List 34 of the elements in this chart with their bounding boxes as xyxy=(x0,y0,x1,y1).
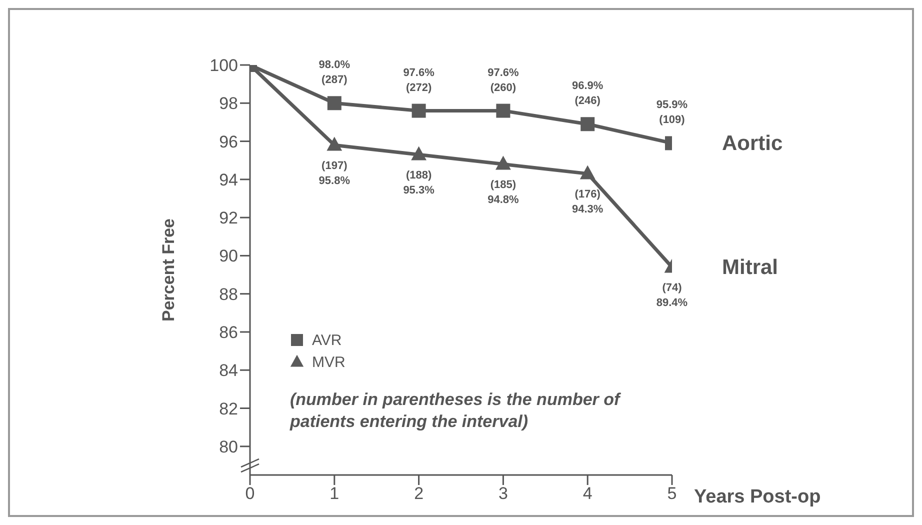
y-tick-label: 84 xyxy=(219,361,238,380)
y-tick-label: 82 xyxy=(219,399,238,418)
x-tick-label: 1 xyxy=(330,484,340,504)
data-label: (197) 95.8% xyxy=(318,160,350,188)
y-tick-label: 92 xyxy=(219,208,238,228)
y-tick-label: 86 xyxy=(219,323,238,342)
data-label: 97.6% (260) xyxy=(488,66,520,94)
data-label: (74) 89.4% xyxy=(656,282,688,310)
y-axis-title: Percent Free xyxy=(159,218,178,322)
data-label: (188) 95.3% xyxy=(403,170,435,197)
data-label: (185) 94.8% xyxy=(488,179,520,206)
data-label: 95.9% (109) xyxy=(656,99,688,126)
data-label: (176) 94.3% xyxy=(572,188,604,216)
x-tick-label: 5 xyxy=(667,484,677,504)
data-label: 97.6% (272) xyxy=(403,66,435,94)
y-tick-label: 80 xyxy=(219,437,238,456)
x-tick-label: 4 xyxy=(582,484,592,504)
x-tick-label: 0 xyxy=(245,484,255,504)
annotation: Aortic xyxy=(722,132,783,156)
y-tick-label: 90 xyxy=(219,246,238,266)
legend-label: MVR xyxy=(312,354,346,370)
legend-label: AVR xyxy=(312,332,342,348)
y-tick-label: 100 xyxy=(210,56,238,76)
y-tick-label: 98 xyxy=(219,94,238,114)
annotation: Mitral xyxy=(722,256,778,280)
data-label: 96.9% (246) xyxy=(572,80,604,108)
x-axis-title: Years Post-op xyxy=(694,486,821,508)
annotation: (number in parentheses is the number of patients entering the interval) xyxy=(290,389,620,433)
y-tick-label: 94 xyxy=(219,170,238,190)
x-tick-label: 3 xyxy=(498,484,508,504)
y-tick-label: 88 xyxy=(219,284,238,304)
x-tick-label: 2 xyxy=(414,484,424,504)
data-label: 98.0% (287) xyxy=(318,59,350,86)
y-tick-label: 96 xyxy=(219,132,238,152)
